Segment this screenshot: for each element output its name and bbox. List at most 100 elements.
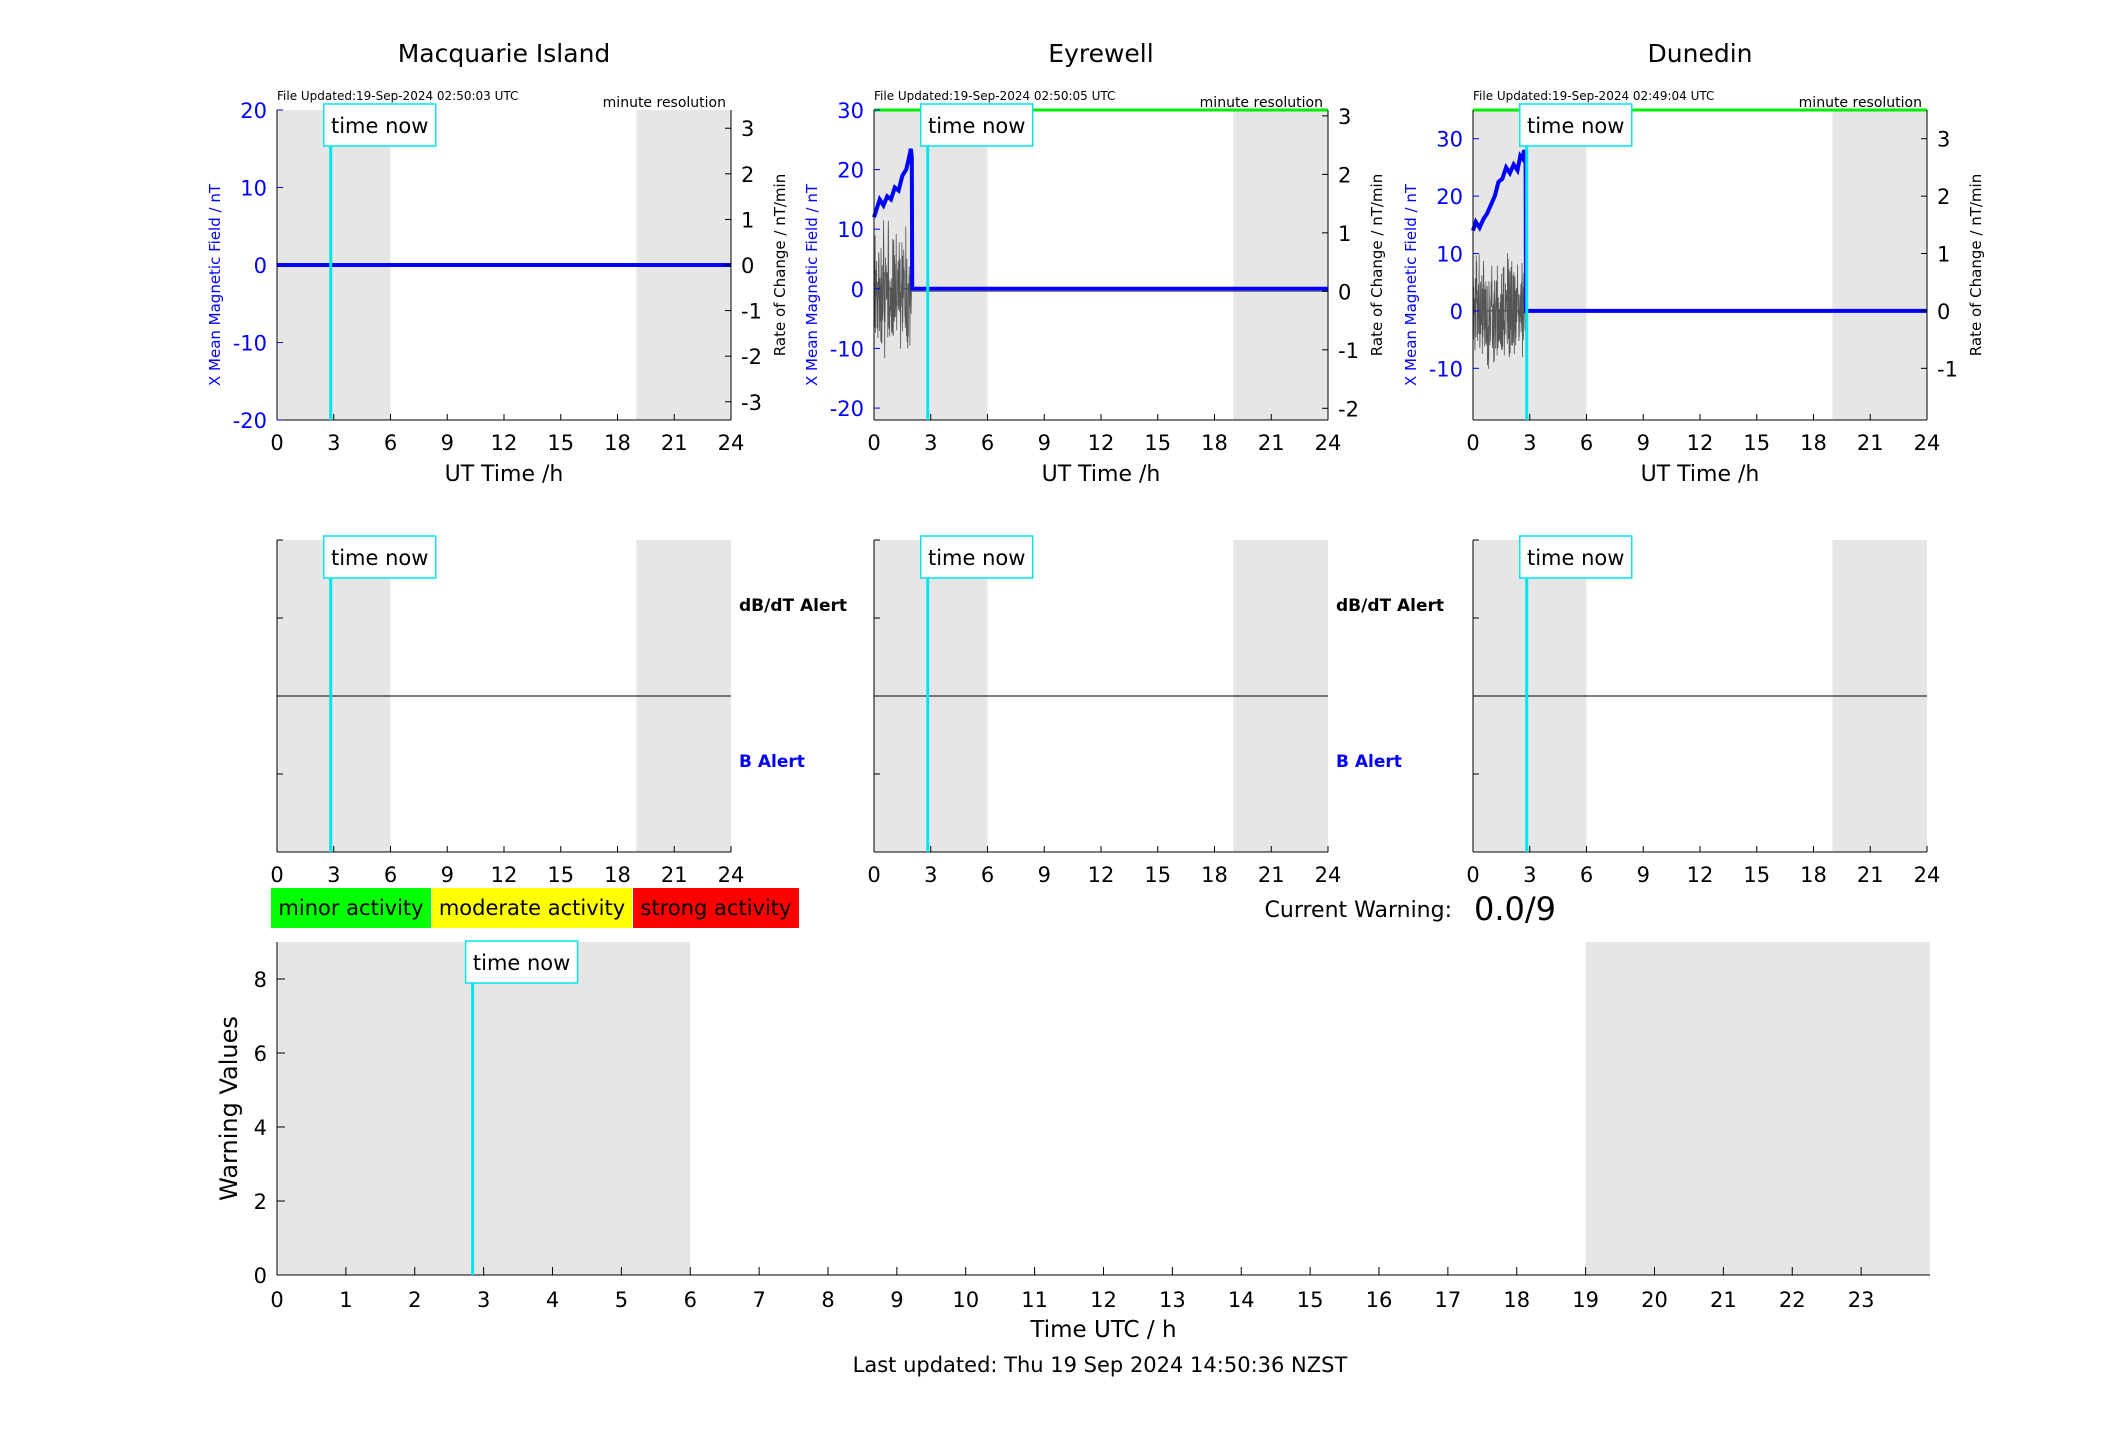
file-updated: File Updated:19-Sep-2024 02:49:04 UTC — [1473, 89, 1714, 103]
x-tick-label: 9 — [1038, 863, 1051, 887]
dbdt-alert-label: dB/dT Alert — [739, 596, 847, 616]
x-tick-label: 6 — [981, 863, 994, 887]
y-right-tick-label: -1 — [1338, 339, 1359, 363]
night-shading — [874, 110, 988, 420]
x-tick-label: 18 — [604, 431, 631, 455]
y-right-tick-label: 2 — [1338, 163, 1351, 187]
x-tick-label: 3 — [477, 1288, 490, 1312]
y-right-axis-label: Rate of Change / nT/min — [771, 174, 789, 356]
alert-panel: 0 3 6 9 12 15 18 21 24 dB/dT Alert B Alert time now — [270, 535, 847, 887]
activity-legend: minor activity moderate activity strong ac… — [271, 888, 799, 928]
x-tick-label: 18 — [1201, 863, 1228, 887]
y-right-tick-label: 1 — [741, 208, 754, 232]
magnetometer-panel: 0 3 6 9 12 15 18 21 24-20-100102030-2-10123Eyrew… — [803, 39, 1386, 487]
time-now-box — [919, 535, 1034, 579]
x-tick-label: 7 — [752, 1288, 765, 1312]
x-tick-label: 15 — [547, 431, 574, 455]
y-right-axis-label: Rate of Change / nT/min — [1967, 174, 1985, 356]
x-tick-label: 11 — [1021, 1288, 1048, 1312]
x-tick-label: 6 — [384, 863, 397, 887]
x-tick-label: 15 — [1144, 863, 1171, 887]
time-now-label: time now — [1527, 114, 1624, 138]
magnetometer-panel: 0 3 6 9 12 15 18 21 24-100102030-10123DunedinFil… — [1402, 39, 1985, 487]
y-left-axis-label: X Mean Magnetic Field / nT — [1402, 183, 1420, 386]
x-tick-label: 24 — [1315, 863, 1342, 887]
y-right-tick-label: -3 — [741, 391, 762, 415]
time-now-label: time now — [928, 546, 1025, 570]
y-left-axis-label: X Mean Magnetic Field / nT — [803, 183, 821, 386]
x-tick-label: 0 — [270, 863, 283, 887]
y-right-tick-label: -1 — [741, 300, 762, 324]
y-left-tick-label: 0 — [254, 254, 267, 278]
x-tick-label: 6 — [1580, 431, 1593, 455]
legend-item: strong activity — [633, 888, 799, 928]
x-tick-label: 6 — [384, 431, 397, 455]
x-tick-label: 9 — [1038, 431, 1051, 455]
y-left-tick-label: 20 — [240, 99, 267, 123]
x-tick-label: 15 — [1743, 863, 1770, 887]
file-updated: File Updated:19-Sep-2024 02:50:05 UTC — [874, 89, 1115, 103]
legend-label: minor activity — [278, 896, 423, 920]
current-warning-label: Current Warning: — [1265, 898, 1452, 923]
magnetometer-panel: 0 3 6 9 12 15 18 21 24-20-1001020-3-2-10123Macqu… — [206, 39, 789, 487]
resolution-label: minute resolution — [603, 95, 726, 111]
night-shading — [277, 942, 691, 1275]
b-alert-label: B Alert — [739, 752, 805, 772]
time-now-label: time now — [1527, 546, 1624, 570]
x-tick-label: 2 — [408, 1288, 421, 1312]
x-tick-label: 22 — [1779, 1288, 1806, 1312]
y-left-tick-label: 30 — [1436, 128, 1463, 152]
resolution-label: minute resolution — [1799, 95, 1922, 111]
y-right-tick-label: 0 — [741, 254, 754, 278]
x-tick-label: 3 — [327, 863, 340, 887]
x-tick-label: 21 — [661, 431, 688, 455]
x-tick-label: 0 — [867, 431, 880, 455]
night-shading — [1585, 942, 1930, 1275]
x-tick-label: 14 — [1228, 1288, 1255, 1312]
x-field-series — [872, 148, 1328, 291]
x-tick-label: 0 — [270, 431, 283, 455]
x-tick-label: 3 — [1523, 431, 1536, 455]
y-tick-label: 8 — [254, 968, 267, 992]
y-tick-label: 6 — [254, 1042, 267, 1066]
y-left-tick-label: -10 — [830, 337, 864, 361]
x-tick-label: 18 — [604, 863, 631, 887]
x-tick-label: 21 — [1857, 863, 1884, 887]
x-tick-label: 16 — [1366, 1288, 1393, 1312]
x-tick-label: 18 — [1800, 863, 1827, 887]
night-shading — [1473, 110, 1587, 420]
y-left-tick-label: -10 — [233, 332, 267, 356]
x-tick-label: 21 — [1857, 431, 1884, 455]
night-shading — [1832, 110, 1927, 420]
x-tick-label: 3 — [924, 863, 937, 887]
x-tick-label: 0 — [1466, 431, 1479, 455]
alert-panel: 0 3 6 9 12 15 18 21 24 time now — [1466, 535, 1940, 887]
x-tick-label: 6 — [981, 431, 994, 455]
resolution-label: minute resolution — [1200, 95, 1323, 111]
x-tick-label: 0 — [270, 1288, 283, 1312]
y-tick-label: 0 — [254, 1264, 267, 1288]
y-left-tick-label: -20 — [233, 409, 267, 433]
x-tick-label: 12 — [1687, 431, 1714, 455]
y-right-tick-label: 3 — [1937, 128, 1950, 152]
x-tick-label: 12 — [1088, 431, 1115, 455]
y-left-tick-label: 10 — [240, 177, 267, 201]
x-tick-label: 24 — [718, 863, 745, 887]
y-right-tick-label: -2 — [1338, 397, 1359, 421]
y-right-axis-label: Rate of Change / nT/min — [1368, 174, 1386, 356]
x-tick-label: 4 — [546, 1288, 559, 1312]
y-right-tick-label: 3 — [741, 117, 754, 141]
x-axis-label: UT Time /h — [1042, 462, 1161, 487]
file-updated: File Updated:19-Sep-2024 02:50:03 UTC — [277, 89, 518, 103]
x-tick-label: 9 — [1637, 863, 1650, 887]
x-tick-label: 0 — [1466, 863, 1479, 887]
legend-swatch — [432, 888, 632, 928]
time-now-label: time now — [473, 951, 570, 975]
x-tick-label: 15 — [1144, 431, 1171, 455]
y-left-tick-label: 0 — [851, 278, 864, 302]
time-now-box — [464, 940, 579, 984]
magnetometer-panels: 0 3 6 9 12 15 18 21 24-20-1001020-3-2-10123Macqu… — [206, 39, 1985, 487]
x-tick-label: 9 — [1637, 431, 1650, 455]
x-tick-label: 8 — [821, 1288, 834, 1312]
